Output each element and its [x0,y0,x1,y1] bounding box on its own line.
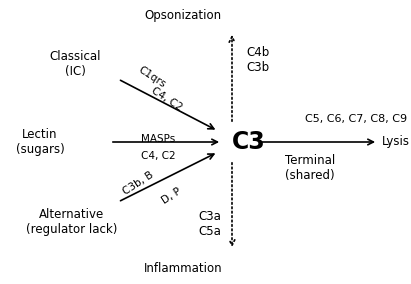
Text: C3: C3 [232,130,266,154]
Text: C5, C6, C7, C8, C9: C5, C6, C7, C8, C9 [305,114,407,124]
Text: Terminal
(shared): Terminal (shared) [285,154,335,182]
Text: Lectin
(sugars): Lectin (sugars) [16,128,65,156]
Text: C3b, B: C3b, B [121,170,155,197]
Text: C3a
C5a: C3a C5a [198,210,221,238]
Text: Lysis: Lysis [382,135,410,149]
Text: MASPs: MASPs [141,134,175,144]
Text: D, P: D, P [161,186,183,206]
Text: Inflammation: Inflammation [144,262,222,275]
Text: C4b
C3b: C4b C3b [246,46,269,74]
Text: C1qrs: C1qrs [136,64,168,89]
Text: C4, C2: C4, C2 [150,85,184,113]
Text: Opsonization: Opsonization [144,9,222,22]
Text: C4, C2: C4, C2 [141,151,175,161]
Text: Alternative
(regulator lack): Alternative (regulator lack) [26,208,118,236]
Text: Classical
(IC): Classical (IC) [49,50,101,78]
